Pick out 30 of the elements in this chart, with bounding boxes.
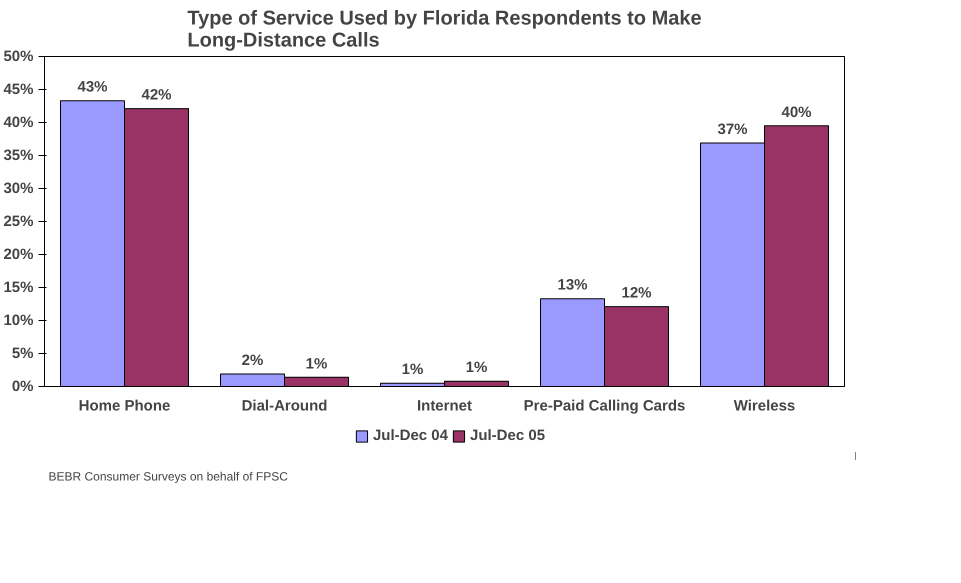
y-tick-label: 5% bbox=[12, 345, 34, 362]
y-tick-label: 45% bbox=[3, 81, 34, 98]
x-tick-label: Pre-Paid Calling Cards bbox=[524, 398, 686, 414]
data-label: 12% bbox=[621, 284, 652, 302]
x-tick-label: Dial-Around bbox=[242, 398, 328, 414]
data-label: 40% bbox=[781, 104, 812, 121]
x-tick-label: Internet bbox=[417, 398, 472, 414]
x-tick-label: Home Phone bbox=[78, 398, 170, 414]
x-tick-label: Wireless bbox=[734, 398, 796, 414]
data-label: 2% bbox=[242, 352, 264, 369]
data-label: 13% bbox=[557, 276, 588, 294]
legend-label: Jul-Dec 04 bbox=[372, 427, 448, 444]
data-label: 1% bbox=[306, 355, 328, 372]
y-tick-label: 0% bbox=[12, 378, 34, 395]
data-label: 1% bbox=[466, 359, 488, 376]
y-tick-label: 35% bbox=[3, 147, 34, 164]
text: BEBR Consumer Surveys on behalf of FPSC bbox=[48, 470, 288, 484]
chart-title: Type of Service Used by Florida Respondents to Make Long-Distance Calls bbox=[187, 8, 702, 52]
y-tick-label: 25% bbox=[3, 213, 34, 230]
data-label: 1% bbox=[402, 361, 424, 378]
y-tick-label: 40% bbox=[3, 114, 34, 131]
y-tick-label: 30% bbox=[3, 180, 34, 197]
y-tick-label: 50% bbox=[3, 48, 34, 65]
y-tick-label: 20% bbox=[3, 246, 34, 263]
y-tick-label: 10% bbox=[3, 312, 34, 329]
data-label: 43% bbox=[77, 78, 108, 96]
data-label: 42% bbox=[141, 86, 172, 104]
y-tick-label: 15% bbox=[3, 279, 34, 296]
data-label: 37% bbox=[717, 120, 748, 138]
legend-label: Jul-Dec 05 bbox=[470, 427, 546, 444]
